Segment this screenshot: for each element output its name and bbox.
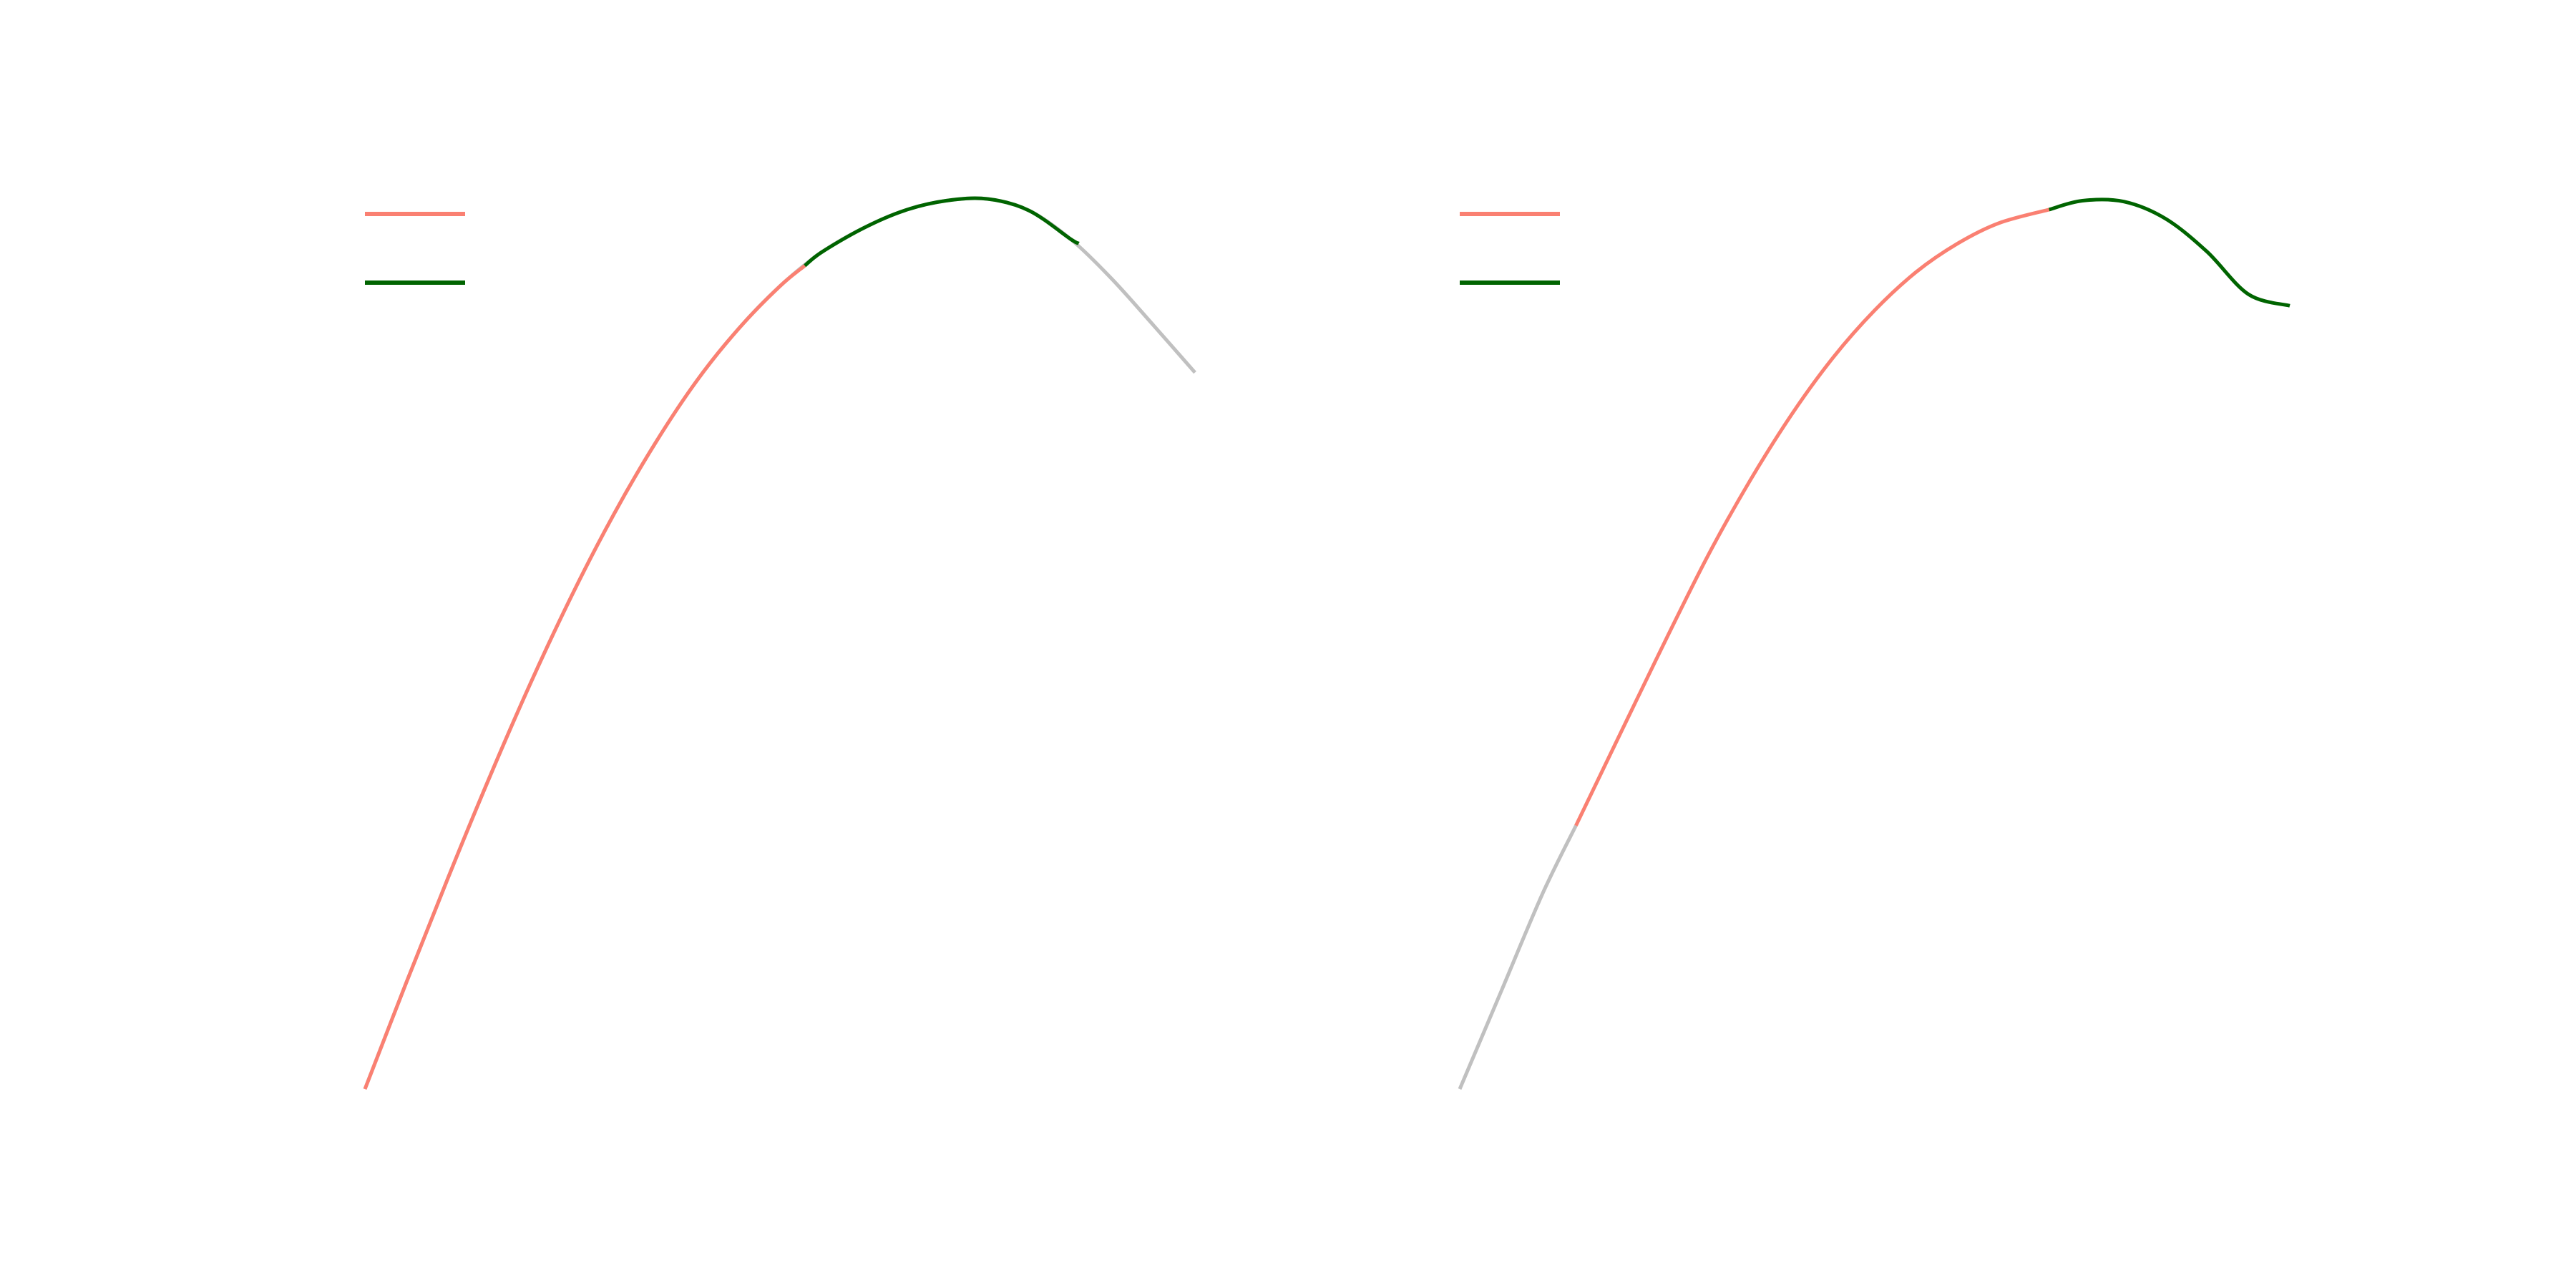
series-line-2 [804,196,1080,268]
right-panel [1458,197,2290,1090]
left-panel [363,196,1196,1090]
series-line-1 [1574,208,2050,826]
series-line-1 [363,264,806,1090]
series-line-0 [1458,824,1578,1090]
series-line-2 [2048,197,2290,308]
series-line-0 [363,196,1196,1090]
